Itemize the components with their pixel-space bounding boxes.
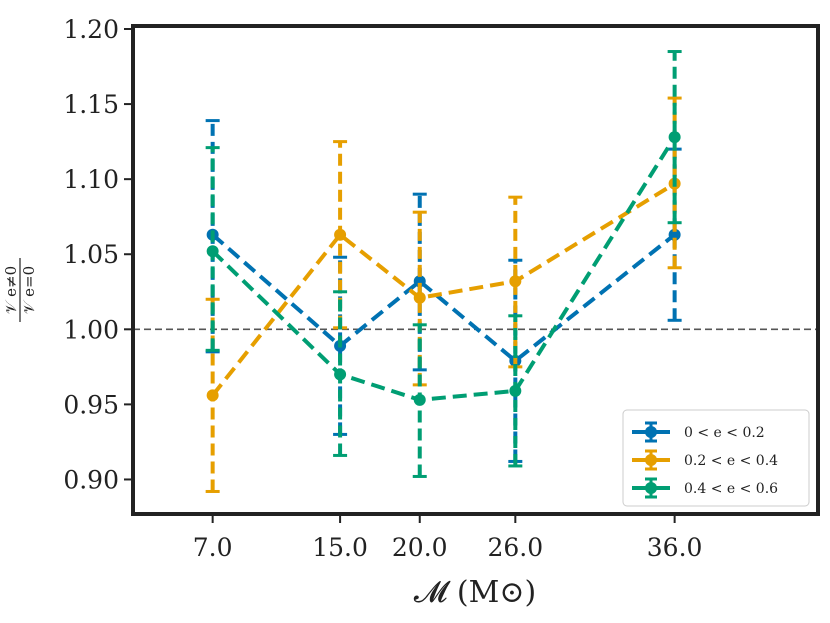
- data-point: [334, 368, 347, 381]
- y-tick-label: 1.15: [63, 90, 119, 119]
- legend-swatch-marker: [645, 482, 657, 494]
- x-tick-label: 15.0: [312, 533, 368, 562]
- legend-item: 0 < e < 0.2: [632, 421, 765, 443]
- legend-swatch-marker: [645, 454, 657, 466]
- data-point: [668, 228, 681, 241]
- data-point: [334, 228, 347, 241]
- y-axis-label-denominator: 𝒱 e=0: [20, 266, 38, 314]
- y-tick-label: 1.00: [63, 315, 119, 344]
- x-axis-label: 𝓜 (M⊙): [414, 575, 536, 610]
- y-axis-label: 𝒱 e≠0 𝒱 e=0: [2, 258, 38, 322]
- data-point: [206, 245, 219, 258]
- x-tick-label: 36.0: [647, 533, 703, 562]
- data-point: [668, 131, 681, 144]
- legend-label: 0.4 < e < 0.6: [684, 481, 778, 497]
- y-axis: 0.90 0.95 1.00 1.05 1.10 1.15 1.20: [63, 15, 133, 494]
- legend-item: 0.2 < e < 0.4: [632, 449, 778, 471]
- x-tick-label: 26.0: [487, 533, 543, 562]
- series-layer: [205, 50, 682, 493]
- y-tick-label: 0.95: [63, 390, 119, 419]
- data-point: [206, 389, 219, 402]
- x-axis: 7.0 15.0 20.0 26.0 36.0: [193, 514, 703, 562]
- series-3: [205, 50, 682, 478]
- y-tick-label: 1.05: [63, 240, 119, 269]
- legend: 0 < e < 0.2 0.2 < e < 0.4 0.4 < e < 0.6: [622, 409, 810, 507]
- series-line: [211, 136, 677, 402]
- y-tick-label: 1.10: [63, 165, 119, 194]
- data-point: [413, 393, 426, 406]
- x-tick-label: 20.0: [392, 533, 448, 562]
- y-tick-label: 0.90: [63, 465, 119, 494]
- legend-item: 0.4 < e < 0.6: [632, 477, 778, 499]
- plot-frame: [131, 24, 820, 516]
- y-tick-label: 1.20: [63, 15, 119, 44]
- series-line: [211, 233, 676, 364]
- series-2: [205, 96, 682, 493]
- legend-label: 0 < e < 0.2: [684, 425, 765, 441]
- y-axis-label-numerator: 𝒱 e≠0: [2, 266, 20, 314]
- data-point: [413, 291, 426, 304]
- x-tick-label: 7.0: [193, 533, 233, 562]
- data-point: [413, 275, 426, 288]
- legend-label: 0.2 < e < 0.4: [684, 453, 778, 469]
- data-point: [509, 275, 522, 288]
- data-point: [509, 384, 522, 397]
- legend-swatch-marker: [645, 426, 657, 438]
- series-1: [205, 119, 682, 463]
